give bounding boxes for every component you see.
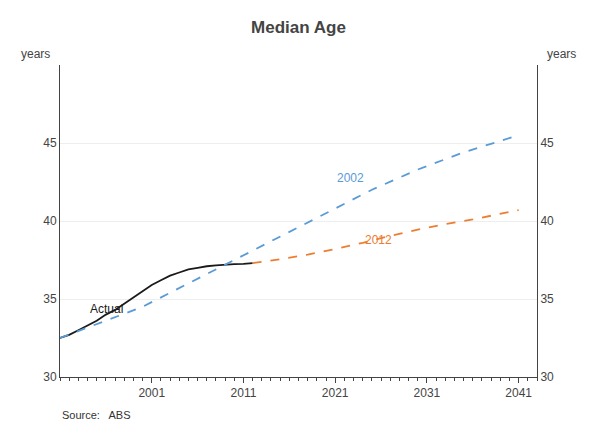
svg-text:30: 30 bbox=[540, 370, 554, 384]
svg-text:2011: 2011 bbox=[231, 386, 257, 400]
svg-text:2012: 2012 bbox=[365, 233, 392, 247]
svg-text:2002: 2002 bbox=[337, 171, 364, 185]
svg-text:35: 35 bbox=[43, 292, 57, 306]
svg-text:years: years bbox=[547, 47, 576, 61]
svg-text:2031: 2031 bbox=[414, 386, 441, 400]
svg-text:2041: 2041 bbox=[505, 386, 532, 400]
svg-text:45: 45 bbox=[43, 136, 57, 150]
svg-text:2001: 2001 bbox=[138, 386, 165, 400]
svg-text:45: 45 bbox=[540, 136, 554, 150]
svg-text:Median Age: Median Age bbox=[251, 18, 346, 37]
svg-text:30: 30 bbox=[43, 370, 57, 384]
svg-text:2021: 2021 bbox=[322, 386, 349, 400]
svg-text:40: 40 bbox=[43, 214, 57, 228]
svg-text:years: years bbox=[21, 47, 50, 61]
svg-text:40: 40 bbox=[540, 214, 554, 228]
svg-text:Actual: Actual bbox=[90, 302, 123, 316]
svg-text:Source: ABS: Source: ABS bbox=[62, 409, 130, 421]
svg-text:35: 35 bbox=[540, 292, 554, 306]
